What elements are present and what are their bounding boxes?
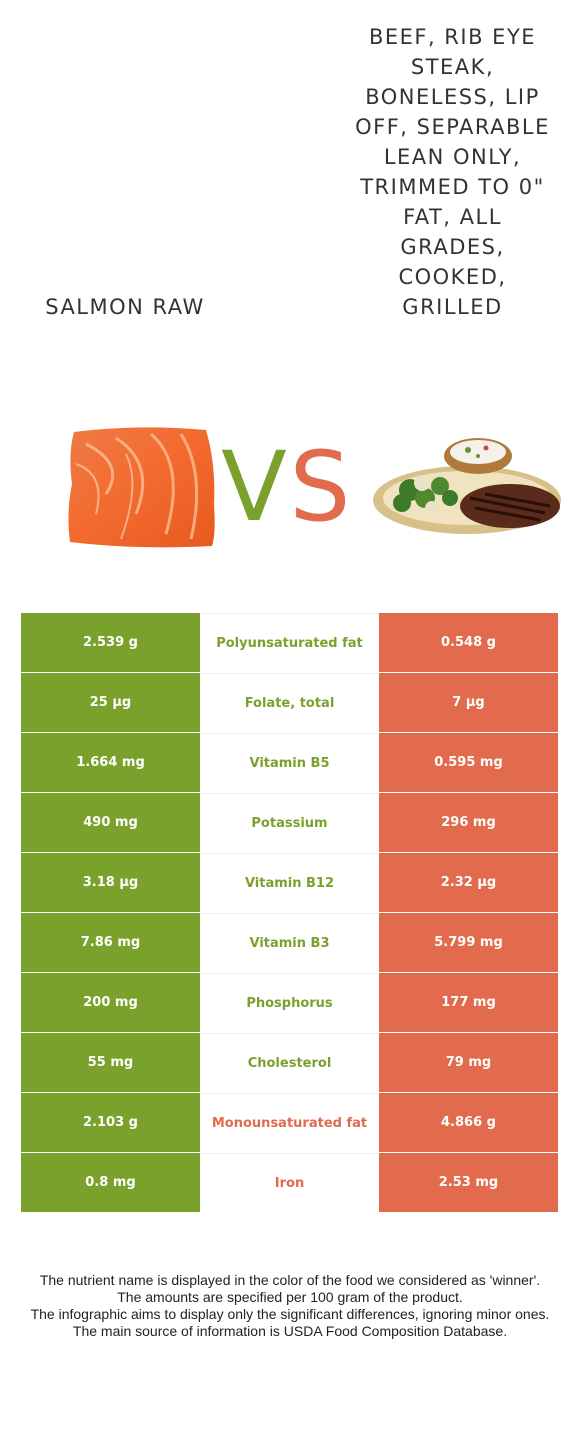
left-value: 7.86 mg [21,913,200,972]
food-title-left: Salmon raw [45,295,205,319]
footer-line-1: The nutrient name is displayed in the co… [39,1272,541,1288]
versus-label: V S [222,442,351,526]
left-value: 25 µg [21,673,200,732]
table-row: 2.103 g Monounsaturated fat 4.866 g [21,1093,558,1152]
footer-line-2: The amounts are specified per 100 gram o… [117,1289,463,1305]
nutrient-name: Vitamin B5 [200,733,379,792]
left-value: 2.539 g [21,613,200,672]
nutrient-name: Monounsaturated fat [200,1093,379,1152]
nutrient-table: 2.539 g Polyunsaturated fat 0.548 g 25 µg Fo… [21,613,558,1213]
food-title-right: Beef, rib eye steak, boneless, lip off, … [355,25,550,319]
steak-plate-image [373,438,561,534]
left-value: 1.664 mg [21,733,200,792]
left-value: 0.8 mg [21,1153,200,1212]
footer-line-3: The infographic aims to display only the… [30,1306,550,1322]
table-row: 2.539 g Polyunsaturated fat 0.548 g [21,613,558,672]
right-value: 4.866 g [379,1093,558,1152]
left-value: 2.103 g [21,1093,200,1152]
nutrient-name: Folate, total [200,673,379,732]
right-value: 177 mg [379,973,558,1032]
left-value: 55 mg [21,1033,200,1092]
right-value: 2.53 mg [379,1153,558,1212]
footer-notes: The nutrient name is displayed in the co… [30,1272,550,1340]
table-row: 490 mg Potassium 296 mg [21,793,558,852]
footer-line-4: The main source of information is USDA F… [72,1323,508,1339]
table-row: 25 µg Folate, total 7 µg [21,673,558,732]
right-value: 79 mg [379,1033,558,1092]
right-value: 296 mg [379,793,558,852]
nutrient-name: Cholesterol [200,1033,379,1092]
vs-s: S [290,442,351,526]
right-value: 0.548 g [379,613,558,672]
nutrient-name: Vitamin B12 [200,853,379,912]
nutrient-name: Polyunsaturated fat [200,613,379,672]
right-value: 5.799 mg [379,913,558,972]
right-value: 2.32 µg [379,853,558,912]
nutrient-name: Iron [200,1153,379,1212]
right-value: 0.595 mg [379,733,558,792]
table-row: 55 mg Cholesterol 79 mg [21,1033,558,1092]
vs-v: V [222,442,287,526]
table-row: 7.86 mg Vitamin B3 5.799 mg [21,913,558,972]
nutrient-name: Phosphorus [200,973,379,1032]
table-row: 0.8 mg Iron 2.53 mg [21,1153,558,1212]
nutrient-name: Potassium [200,793,379,852]
right-value: 7 µg [379,673,558,732]
left-value: 200 mg [21,973,200,1032]
table-row: 200 mg Phosphorus 177 mg [21,973,558,1032]
salmon-image [68,427,215,548]
nutrient-name: Vitamin B3 [200,913,379,972]
left-value: 490 mg [21,793,200,852]
table-row: 1.664 mg Vitamin B5 0.595 mg [21,733,558,792]
table-row: 3.18 µg Vitamin B12 2.32 µg [21,853,558,912]
left-value: 3.18 µg [21,853,200,912]
